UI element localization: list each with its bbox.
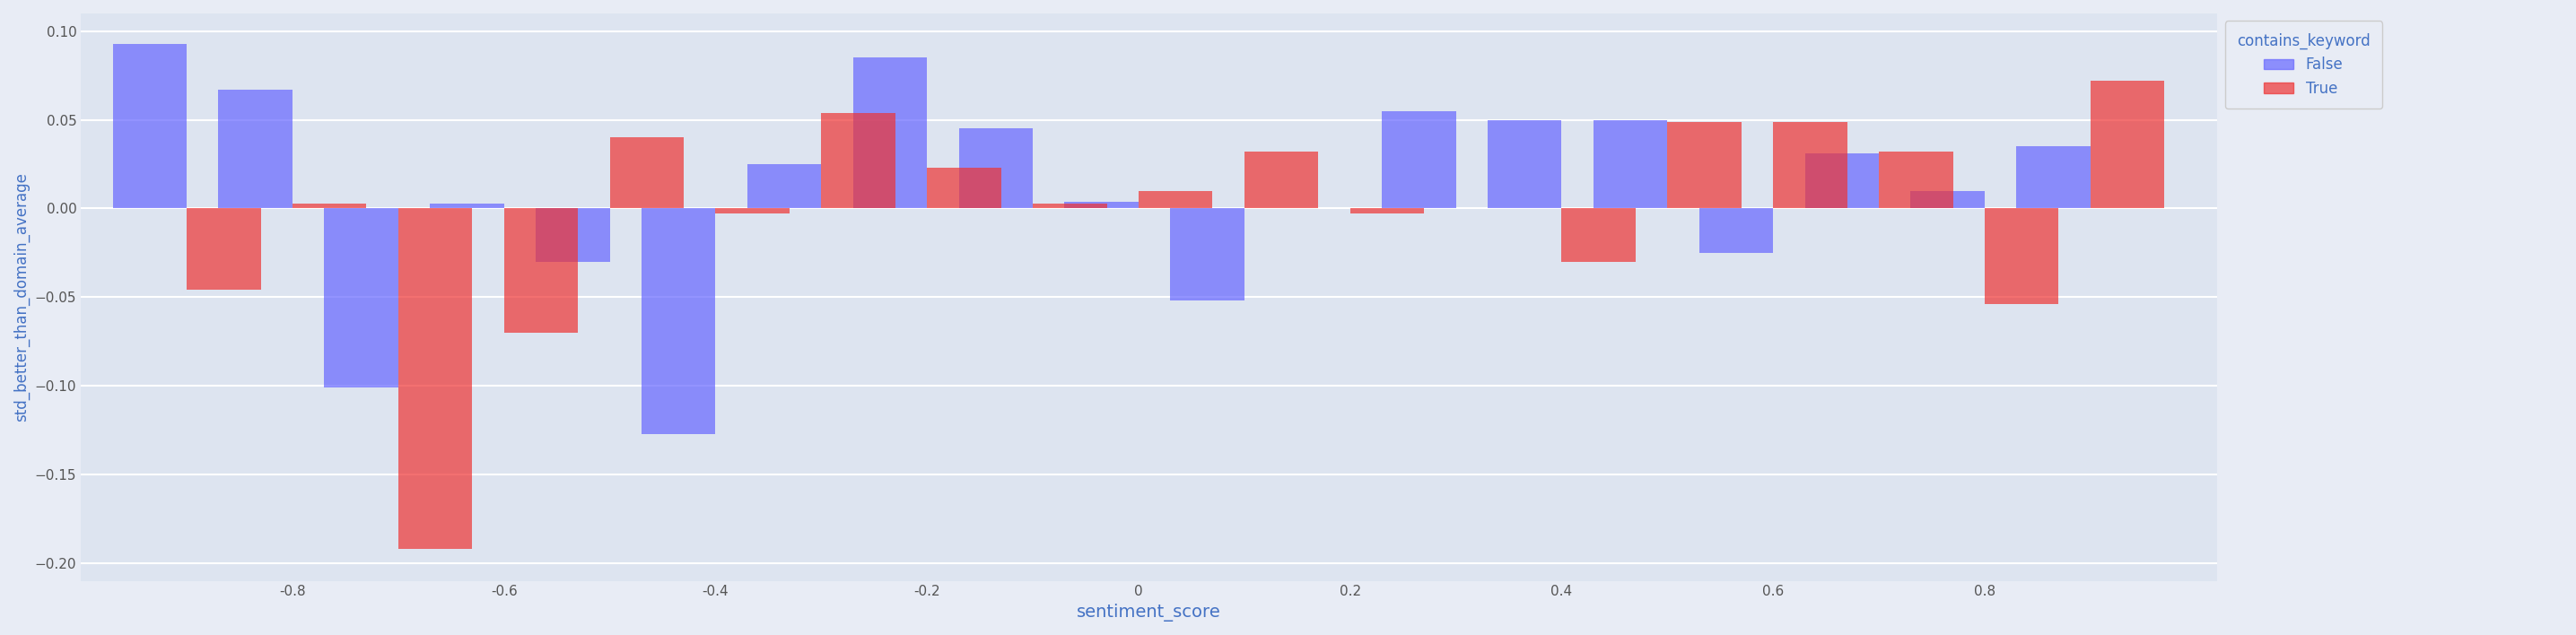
Bar [1806, 154, 1878, 208]
Bar [1667, 122, 1741, 208]
Bar [611, 138, 683, 208]
Bar [958, 129, 1033, 208]
Bar [1064, 201, 1139, 208]
Bar [822, 113, 896, 208]
Bar [185, 208, 260, 290]
Bar [1984, 208, 2058, 304]
Bar [2017, 147, 2092, 208]
Bar [399, 208, 471, 549]
Bar [430, 203, 505, 208]
Bar [927, 168, 1002, 208]
Bar [1381, 111, 1455, 208]
Bar [1350, 208, 1425, 214]
Bar [536, 208, 611, 262]
Bar [505, 208, 577, 333]
Bar [1139, 190, 1213, 208]
Bar [641, 208, 716, 434]
Bar [219, 90, 294, 208]
Bar [1486, 120, 1561, 208]
Bar [1561, 208, 1636, 262]
Bar [1700, 208, 1772, 253]
Bar [294, 203, 366, 208]
Legend: False, True: False, True [2226, 21, 2383, 109]
Bar [325, 208, 399, 387]
Bar [1772, 122, 1847, 208]
Bar [1170, 208, 1244, 301]
Y-axis label: std_better_than_domain_average: std_better_than_domain_average [13, 173, 31, 422]
Bar [1244, 152, 1319, 208]
Bar [716, 208, 788, 214]
Bar [853, 58, 927, 208]
Bar [2092, 81, 2164, 208]
Bar [1911, 190, 1984, 208]
Bar [747, 164, 822, 208]
Bar [1033, 203, 1108, 208]
Bar [1878, 152, 1953, 208]
X-axis label: sentiment_score: sentiment_score [1077, 604, 1221, 622]
Bar [1595, 120, 1667, 208]
Bar [113, 44, 185, 208]
